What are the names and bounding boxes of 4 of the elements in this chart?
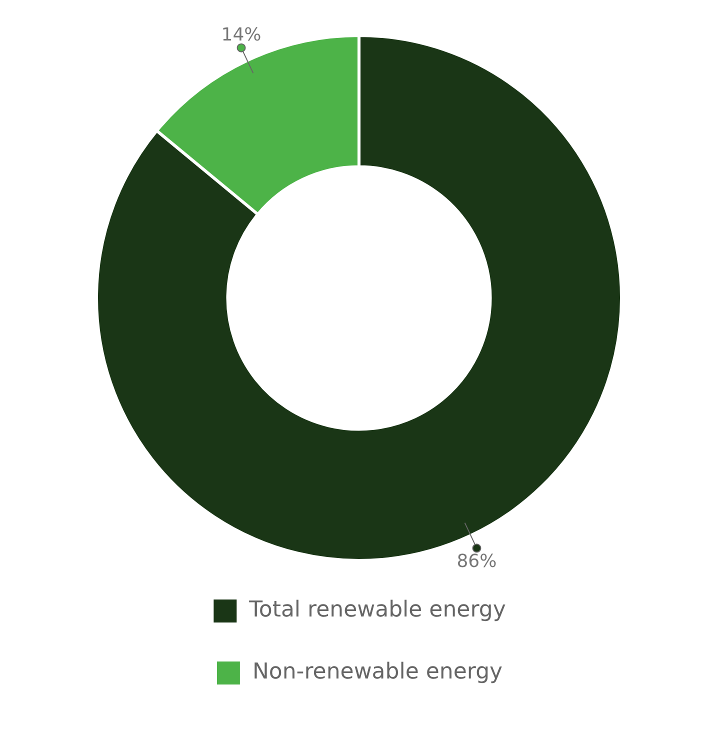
legend-label: Total renewable energy bbox=[248, 598, 506, 623]
data-label: 86% bbox=[456, 550, 497, 572]
legend-label: Non-renewable energy bbox=[252, 660, 503, 685]
data-label: 14% bbox=[221, 24, 262, 46]
